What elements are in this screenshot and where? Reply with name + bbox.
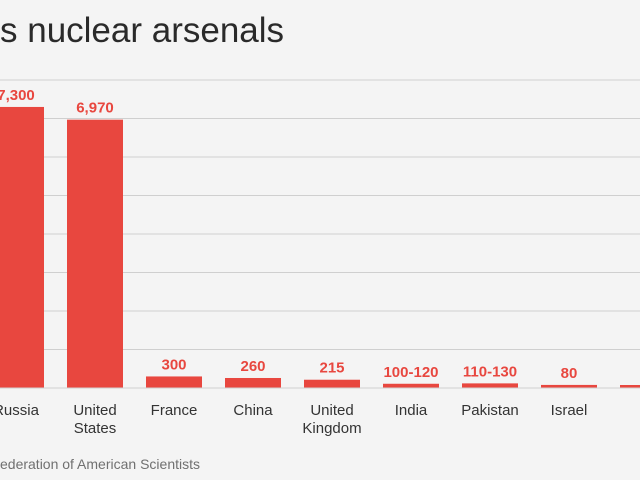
chart-title: s nuclear arsenals (0, 11, 285, 50)
bar (67, 119, 123, 388)
category-label: Pakistan (461, 402, 519, 419)
bar (620, 385, 640, 388)
category-label: Russia (0, 402, 40, 419)
category-label: China (233, 402, 273, 419)
category-label: United (310, 402, 353, 419)
data-label: 215 (319, 360, 344, 377)
category-label: Israel (551, 402, 588, 419)
source-note: ederation of American Scientists (0, 456, 200, 472)
data-label: 260 (240, 358, 265, 375)
data-label: 300 (161, 356, 186, 373)
category-label: Kingdom (302, 420, 361, 437)
category-labels: RussiaUnitedStatesFranceChinaUnitedKingd… (0, 402, 588, 437)
bar (146, 376, 202, 388)
bar (0, 106, 44, 388)
data-label: 6,970 (76, 100, 114, 117)
data-labels: 7,300 6,970 300 260 215 100-120 110-130 80 (0, 87, 577, 382)
bar (304, 379, 360, 388)
data-label: 80 (561, 365, 578, 382)
data-label: 110-130 (463, 363, 517, 380)
bars (0, 106, 640, 388)
data-label: 100-120 (383, 364, 438, 381)
bar (462, 383, 518, 388)
category-label: India (395, 402, 428, 419)
bar (225, 377, 281, 388)
bar (383, 383, 439, 388)
data-label: 7,300 (0, 87, 35, 104)
category-label: France (151, 402, 198, 419)
category-label: United (73, 402, 116, 419)
category-label: States (74, 420, 117, 437)
bar (541, 384, 597, 388)
